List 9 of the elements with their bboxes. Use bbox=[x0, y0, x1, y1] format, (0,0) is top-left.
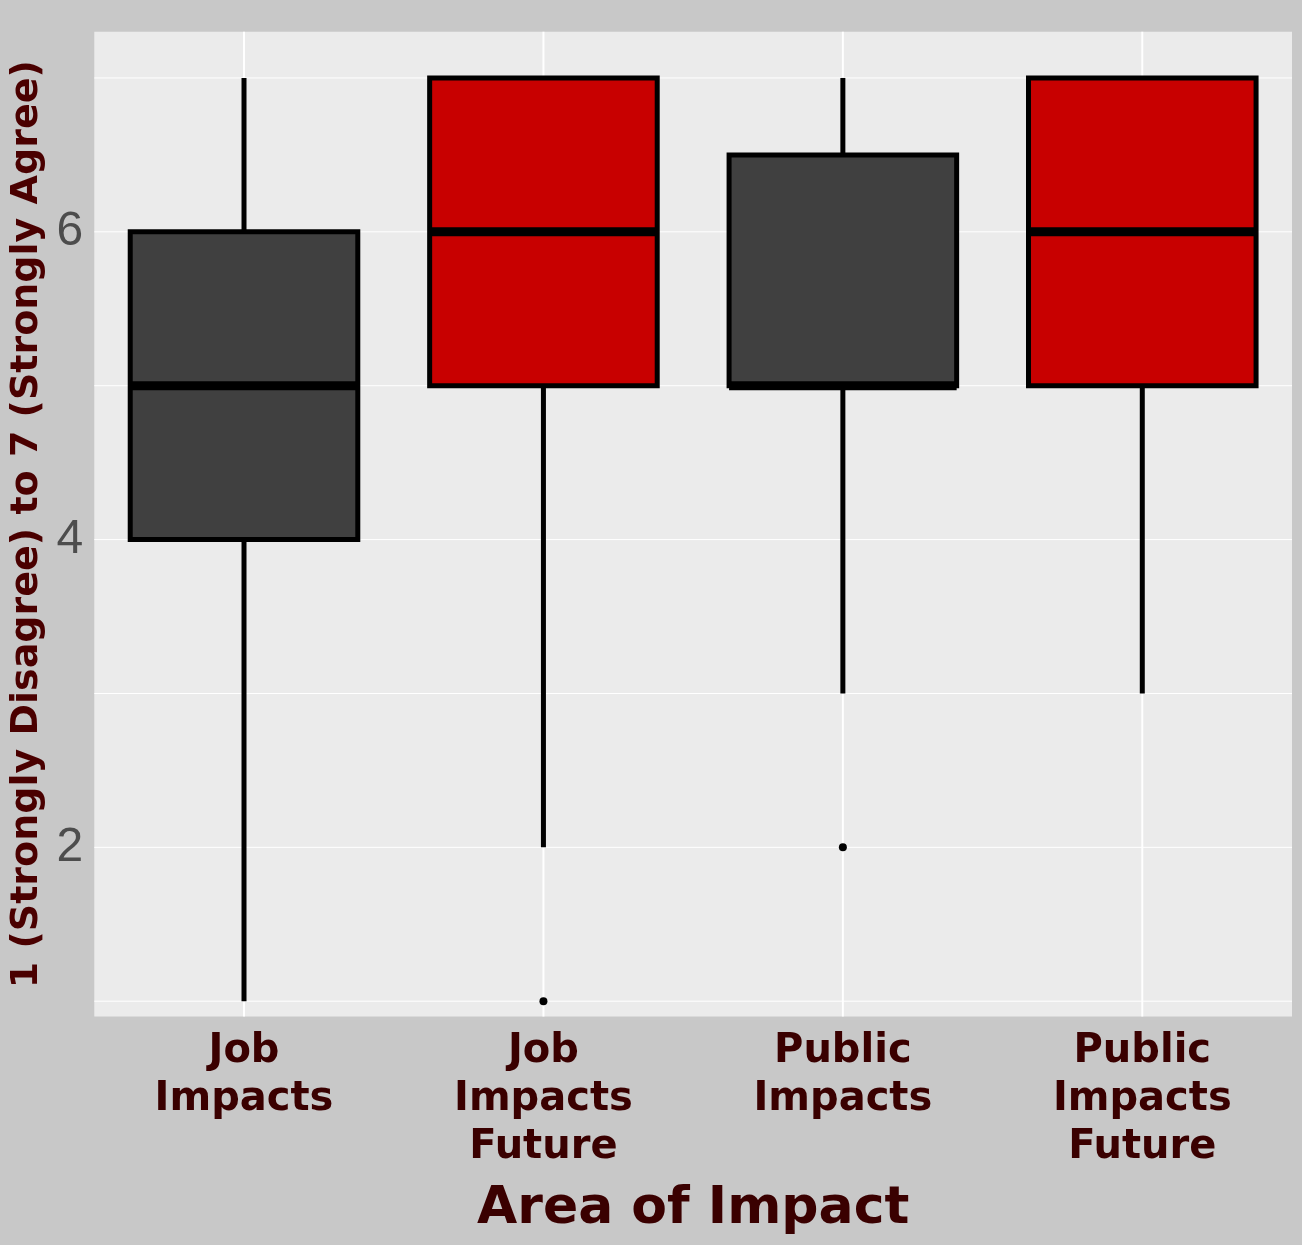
x-axis-title: Area of Impact bbox=[476, 1175, 910, 1236]
x-tick-label: Job Impacts bbox=[154, 1024, 334, 1119]
y-tick-label: 2 bbox=[56, 817, 84, 871]
x-tick-label: Public Impacts bbox=[753, 1024, 933, 1119]
x-tick-label: Job Impacts Future bbox=[454, 1024, 633, 1167]
y-tick-label: 4 bbox=[56, 509, 84, 563]
y-tick-label: 6 bbox=[56, 202, 84, 256]
y-axis-title: 1 (Strongly Disagree) to 7 (Strongly Agree) bbox=[1, 60, 46, 989]
x-tick-label: Public Impacts Future bbox=[1052, 1024, 1232, 1167]
